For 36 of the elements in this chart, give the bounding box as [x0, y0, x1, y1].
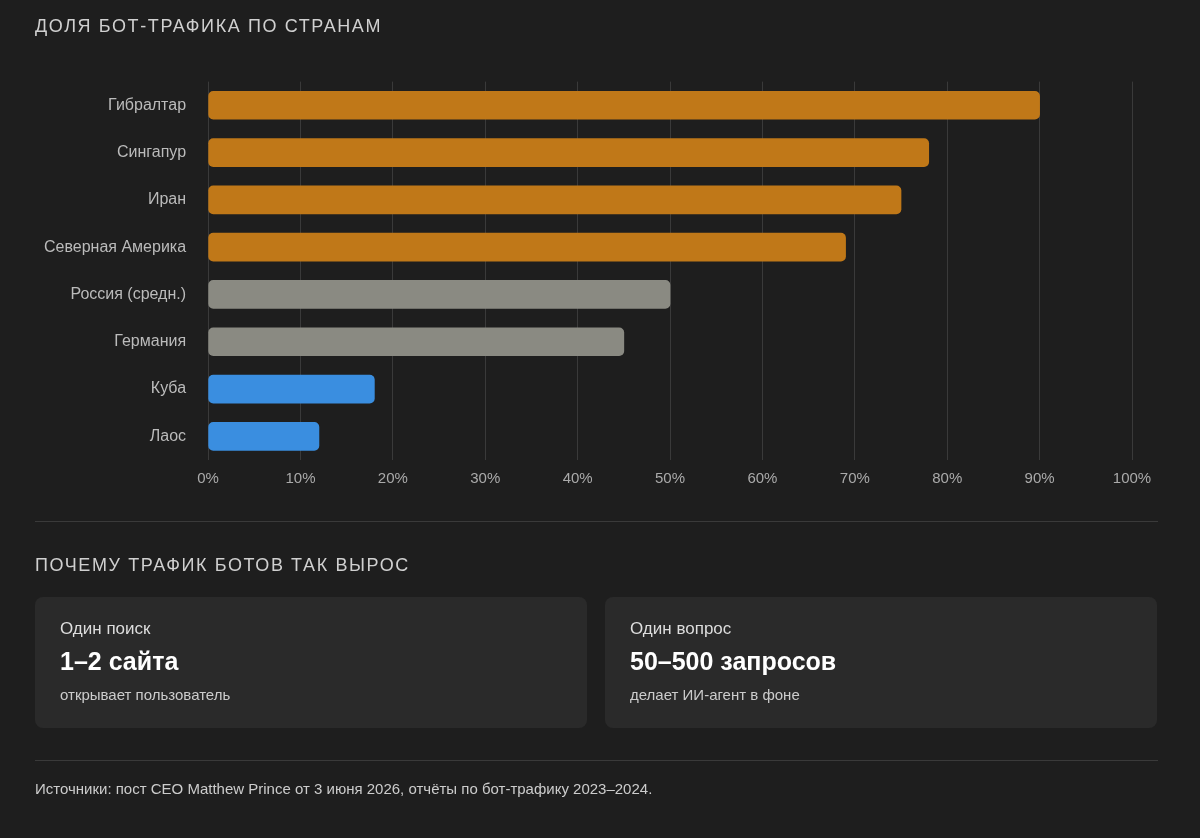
- text: делает ИИ-агент в фоне: [630, 686, 801, 703]
- y-tick-label: Германия: [114, 332, 187, 350]
- x-tick-label: 20%: [377, 469, 408, 487]
- bar: [208, 138, 930, 167]
- y-tick-label: Гибралтар: [108, 95, 187, 113]
- text: открывает пользователь: [60, 686, 232, 703]
- text: ПОЧЕМУ ТРАФИК БОТОВ ТАК ВЫРОС: [35, 555, 410, 576]
- x-tick-label: 40%: [562, 469, 593, 487]
- x-tick-label: 10%: [285, 469, 316, 487]
- text: Один поиск: [60, 619, 152, 639]
- bar: [208, 422, 320, 451]
- y-tick-label: Северная Америка: [43, 237, 187, 255]
- y-tick-label: Куба: [150, 379, 187, 397]
- x-tick-label: 80%: [932, 469, 963, 487]
- x-tick-label: 0%: [197, 469, 219, 487]
- x-tick-label: 60%: [747, 469, 778, 487]
- bar: [208, 280, 671, 309]
- y-tick-label: Иран: [147, 190, 187, 208]
- x-tick-label: 100%: [1112, 469, 1152, 487]
- y-tick-label: Сингапур: [116, 142, 187, 160]
- y-tick-label: Лаос: [149, 426, 187, 444]
- text: 1–2 сайта: [60, 647, 180, 676]
- bar: [208, 185, 902, 215]
- bar: [208, 327, 625, 357]
- x-tick-label: 30%: [470, 469, 501, 487]
- text: Источники: пост CEO Matthew Prince от 3 июня 2026, отчёты по бот-трафику 2023–2024.: [35, 779, 654, 799]
- bar: [208, 90, 1040, 120]
- x-tick-label: 70%: [839, 469, 870, 487]
- bar: [208, 232, 846, 262]
- chart-title: ДОЛЯ БОТ-ТРАФИКА ПО СТРАНАМ: [35, 16, 383, 37]
- text: 50–500 запросов: [630, 647, 838, 676]
- x-tick-label: 50%: [655, 469, 686, 487]
- y-tick-label: Россия (средн.): [70, 284, 187, 302]
- bar: [208, 374, 375, 404]
- text: Один вопрос: [630, 619, 733, 639]
- x-tick-label: 90%: [1024, 469, 1055, 487]
